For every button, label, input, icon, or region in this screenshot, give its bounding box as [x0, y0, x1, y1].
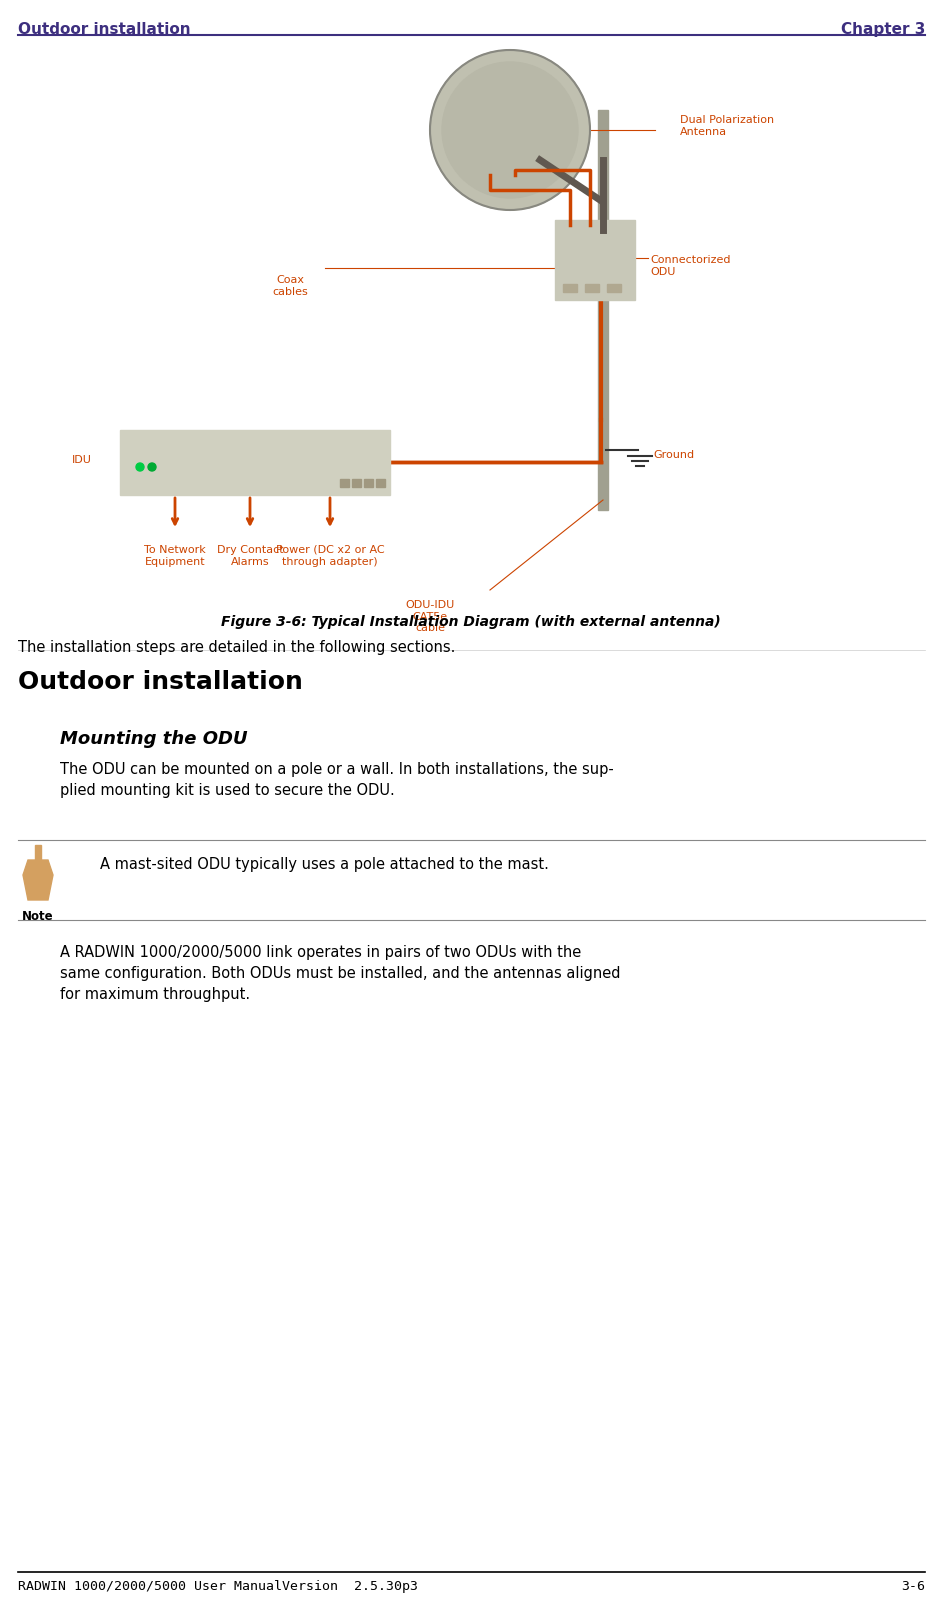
Text: Ground: Ground: [653, 451, 694, 460]
Polygon shape: [23, 860, 53, 900]
Bar: [598, 111, 608, 510]
Text: Figure 3-6: Typical Installation Diagram (with external antenna): Figure 3-6: Typical Installation Diagram…: [221, 614, 720, 629]
Bar: [563, 284, 577, 292]
Text: 3-6: 3-6: [901, 1580, 925, 1593]
Text: Coax
cables: Coax cables: [273, 274, 307, 297]
Bar: [340, 480, 349, 488]
Circle shape: [430, 50, 590, 210]
Text: A mast-sited ODU typically uses a pole attached to the mast.: A mast-sited ODU typically uses a pole a…: [100, 857, 549, 873]
Text: ODU-IDU
CAT5e
cable: ODU-IDU CAT5e cable: [405, 600, 455, 634]
Polygon shape: [35, 845, 41, 860]
Text: Note: Note: [23, 909, 54, 922]
Text: To Network
Equipment: To Network Equipment: [144, 545, 206, 566]
Text: RADWIN 1000/2000/5000 User ManualVersion  2.5.30p3: RADWIN 1000/2000/5000 User ManualVersion…: [18, 1580, 418, 1593]
Circle shape: [442, 63, 578, 197]
Bar: [364, 480, 373, 488]
Bar: [585, 284, 599, 292]
Bar: [376, 480, 385, 488]
Text: Dual Polarization
Antenna: Dual Polarization Antenna: [680, 115, 774, 136]
Text: Outdoor installation: Outdoor installation: [18, 22, 190, 37]
Text: Chapter 3: Chapter 3: [840, 22, 925, 37]
Text: Connectorized
ODU: Connectorized ODU: [650, 255, 731, 276]
Text: A RADWIN 1000/2000/5000 link operates in pairs of two ODUs with the
same configu: A RADWIN 1000/2000/5000 link operates in…: [60, 945, 620, 1002]
Text: The installation steps are detailed in the following sections.: The installation steps are detailed in t…: [18, 640, 455, 654]
Text: Mounting the ODU: Mounting the ODU: [60, 730, 248, 747]
Text: Outdoor installation: Outdoor installation: [18, 670, 303, 695]
Bar: [607, 284, 621, 292]
Text: Dry Contact
Alarms: Dry Contact Alarms: [217, 545, 283, 566]
Circle shape: [148, 464, 156, 472]
Bar: [120, 430, 390, 496]
Bar: [352, 480, 361, 488]
Bar: [555, 220, 635, 300]
Text: Power (DC x2 or AC
through adapter): Power (DC x2 or AC through adapter): [275, 545, 385, 566]
Circle shape: [136, 464, 144, 472]
Text: IDU: IDU: [72, 456, 91, 465]
Text: The ODU can be mounted on a pole or a wall. In both installations, the sup-
plie: The ODU can be mounted on a pole or a wa…: [60, 762, 614, 799]
